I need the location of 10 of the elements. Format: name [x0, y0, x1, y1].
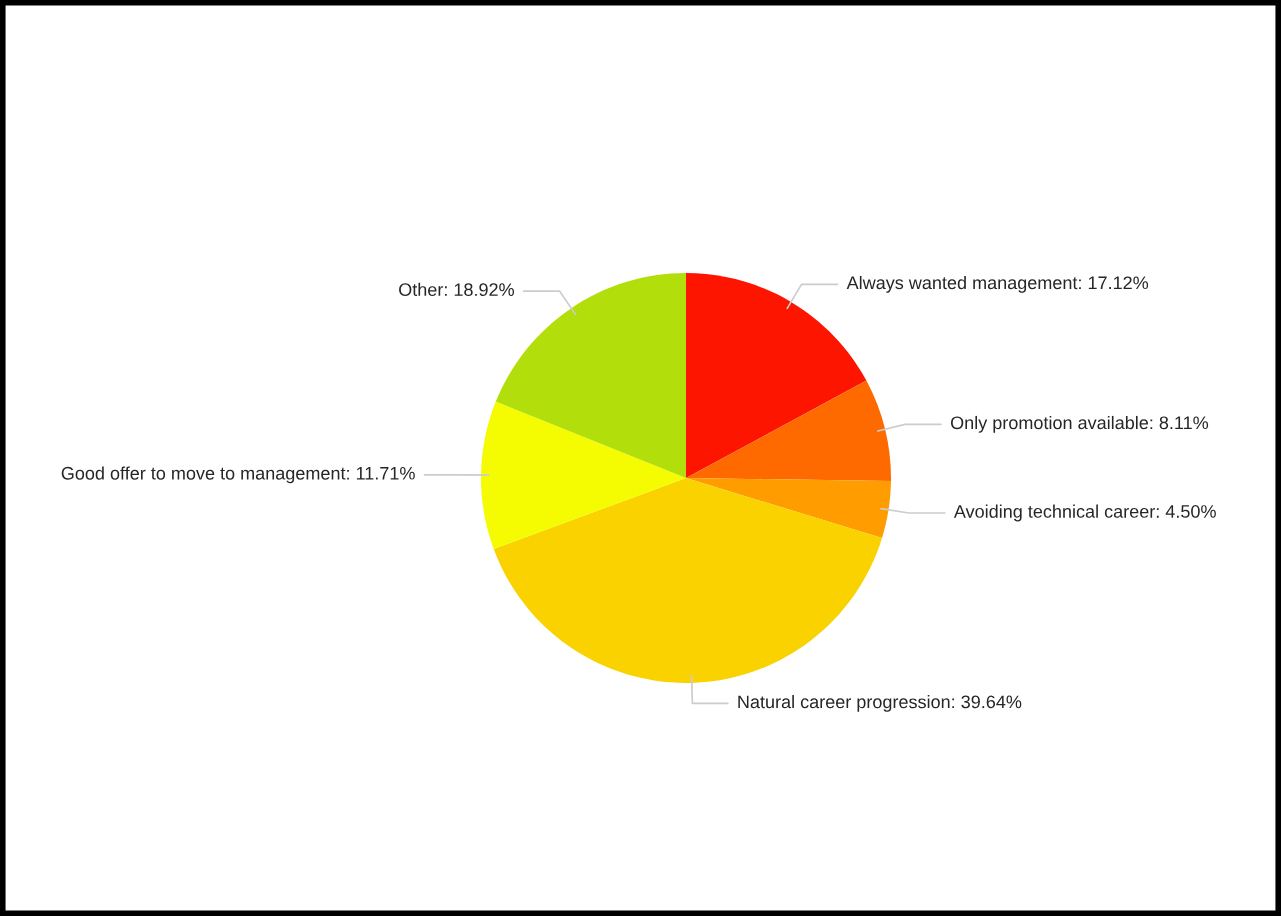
slice-label: Only promotion available: 8.11%: [950, 415, 1209, 433]
pie-slice: [481, 401, 686, 550]
slice-label: Natural career progression: 39.64%: [738, 694, 1022, 712]
pie-slice: [493, 478, 883, 683]
pie-slice: [686, 380, 891, 481]
slice-label: Avoiding technical career: 4.50%: [953, 504, 1216, 522]
slice-label: Good offer to move to management: 11.71%: [61, 466, 415, 484]
slice-label: Always wanted management: 17.12%: [846, 275, 1149, 293]
slice-label: Other: 18.92%: [399, 282, 514, 297]
pie-slice: [686, 478, 891, 539]
